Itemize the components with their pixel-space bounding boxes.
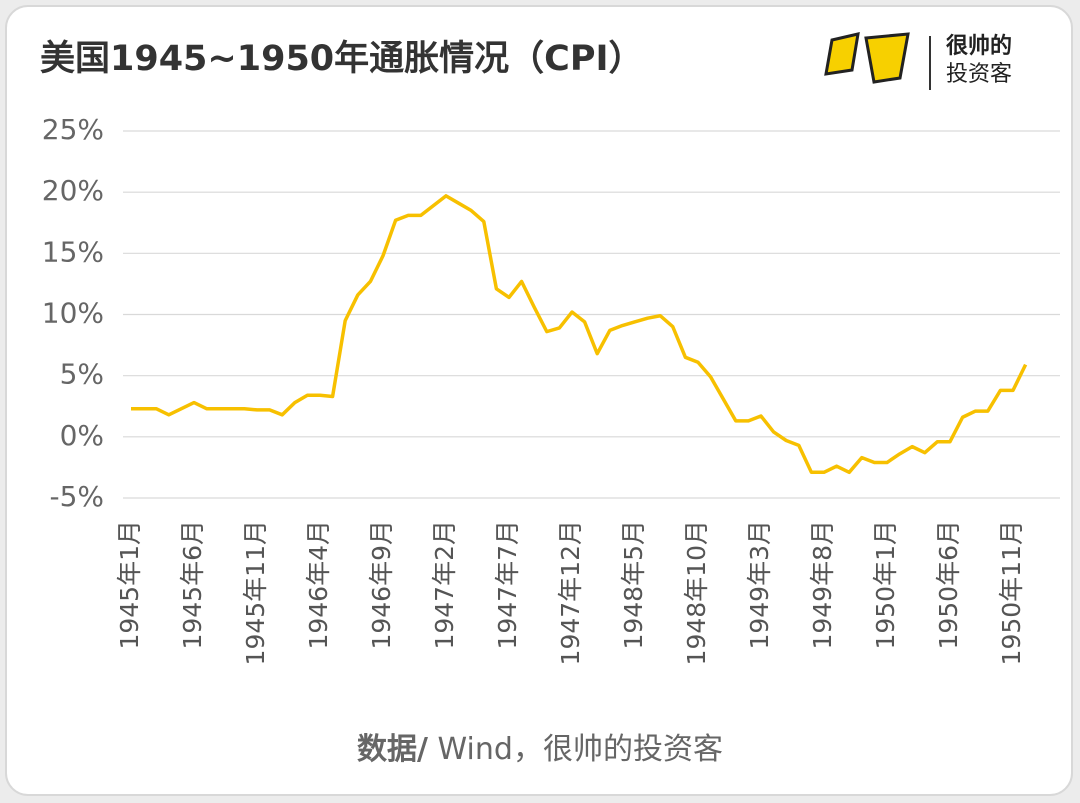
data-line [131,194,1028,475]
y-tick-label: 10% [42,297,104,330]
x-tick-label: 1947年2月 [430,520,459,650]
y-tick-label: 25% [42,113,104,146]
y-tick-label: 15% [42,235,104,268]
brand-line: 投资客 [946,62,1012,87]
x-tick-label: 1946年4月 [304,520,333,650]
y-tick-label: 0% [60,419,104,452]
x-tick-label: 1947年7月 [493,520,522,650]
card [5,5,1073,796]
x-tick-label: 1945年1月 [115,520,144,650]
x-tick-label: 1945年11月 [241,520,270,665]
x-tick-label: 1948年5月 [619,520,648,650]
brand-line: 很帅的 [946,33,1012,59]
x-tick-label: 1949年3月 [745,520,774,650]
x-tick-label: 1949年8月 [808,520,837,650]
x-tick-label: 1946年9月 [367,520,396,650]
x-tick-label: 1945年6月 [178,520,207,650]
source-text: Wind，很帅的投资客 [428,732,723,767]
x-tick-label: 1947年12月 [556,520,585,665]
x-tick-label: 1950年11月 [997,520,1026,665]
logo [824,32,931,90]
y-tick-label: 20% [42,174,104,207]
x-tick-label: 1948年10月 [682,520,711,665]
y-tick-label: -5% [49,480,104,513]
x-tick-label: 1950年1月 [871,520,900,650]
x-tick-label: 1950年6月 [934,520,963,650]
y-tick-label: 5% [60,358,104,391]
source: 数据/ Wind，很帅的投资客 [357,732,723,767]
chart-title: 美国1945~1950年通胀情况（CPI） [40,39,644,79]
source-label: 数据/ [357,732,428,767]
